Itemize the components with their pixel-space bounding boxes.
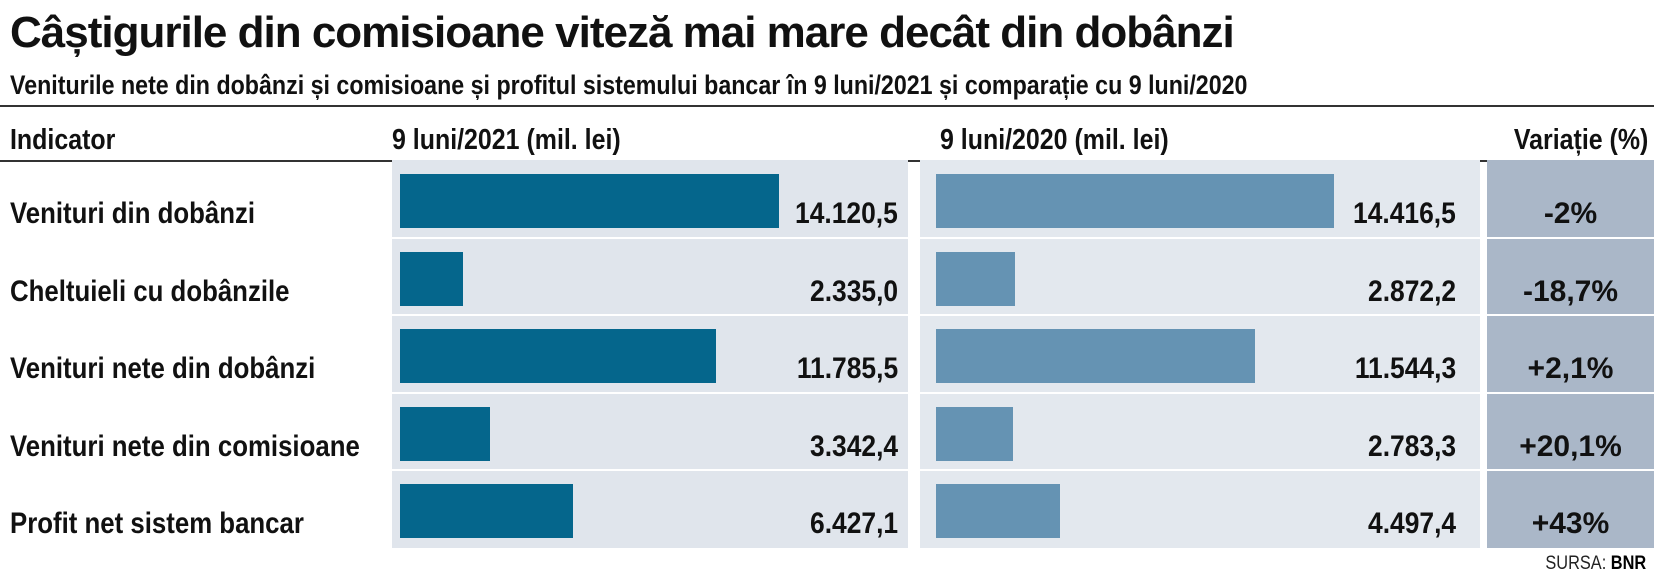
source-note: SURSA: BNR (1545, 553, 1646, 575)
value-label-2020-venituri-nete-din-comisioane: 2.783,3 (1367, 429, 1456, 463)
row-divider (0, 236, 1654, 239)
bar-2021-profit-net-sistem-bancar (400, 484, 573, 538)
bar-2021-venituri-nete-din-dobanzi (400, 329, 716, 383)
value-label-2021-venituri-din-dobanzi: 14.120,5 (795, 197, 898, 230)
category-label-venituri-din-dobanzi: Venituri din dobânzi (10, 197, 256, 230)
bar-2020-profit-net-sistem-bancar (936, 484, 1060, 538)
band-variation (1487, 160, 1654, 548)
header-top-rule (0, 105, 1654, 107)
bar-2020-cheltuieli-cu-dobanzile (936, 251, 1015, 306)
source-name: BNR (1610, 553, 1646, 574)
header-2021: 9 luni/2021 (mil. lei) (392, 124, 621, 156)
bar-2020-venituri-din-dobanzi (936, 174, 1334, 228)
value-label-2021-venituri-nete-din-comisioane: 3.342,4 (809, 429, 898, 463)
value-label-2021-profit-net-sistem-bancar: 6.427,1 (809, 507, 898, 540)
chart-subtitle: Veniturile nete din dobânzi și comisioan… (10, 70, 1248, 100)
variation-cheltuieli-cu-dobanzile: -18,7% (1522, 274, 1619, 308)
value-label-2020-venituri-din-dobanzi: 14.416,5 (1353, 197, 1456, 230)
value-label-2021-cheltuieli-cu-dobanzile: 2.335,0 (809, 274, 898, 308)
value-label-2021-venituri-nete-din-dobanzi: 11.785,5 (796, 352, 898, 385)
bar-2020-venituri-nete-din-comisioane (936, 406, 1013, 461)
bar-2021-venituri-nete-din-comisioane (400, 406, 490, 461)
variation-venituri-nete-din-comisioane: +20,1% (1519, 429, 1622, 463)
bar-2021-cheltuieli-cu-dobanzile (400, 251, 463, 306)
category-label-cheltuieli-cu-dobanzile: Cheltuieli cu dobânzile (10, 274, 290, 308)
category-label-venituri-nete-din-dobanzi: Venituri nete din dobânzi (10, 352, 316, 385)
chart-title: Câștigurile din comisioane viteză mai ma… (10, 8, 1235, 57)
value-label-2020-cheltuieli-cu-dobanzile: 2.872,2 (1367, 274, 1456, 308)
variation-profit-net-sistem-bancar: +43% (1531, 507, 1610, 540)
row-divider (0, 469, 1654, 471)
header-variation: Variație (%) (1513, 124, 1648, 156)
header-2020: 9 luni/2020 (mil. lei) (940, 124, 1169, 156)
variation-venituri-nete-din-dobanzi: +2,1% (1527, 352, 1614, 385)
row-divider (0, 314, 1654, 316)
source-label: SURSA: (1545, 553, 1607, 574)
row-divider (0, 391, 1654, 394)
bar-2021-venituri-din-dobanzi (400, 174, 779, 228)
category-label-profit-net-sistem-bancar: Profit net sistem bancar (10, 507, 304, 540)
category-label-venituri-nete-din-comisioane: Venituri nete din comisioane (10, 429, 360, 463)
header-indicator: Indicator (10, 124, 116, 156)
value-label-2020-profit-net-sistem-bancar: 4.497,4 (1367, 507, 1456, 540)
variation-venituri-din-dobanzi: -2% (1543, 197, 1598, 230)
bar-2020-venituri-nete-din-dobanzi (936, 329, 1255, 383)
value-label-2020-venituri-nete-din-dobanzi: 11.544,3 (1354, 352, 1456, 385)
